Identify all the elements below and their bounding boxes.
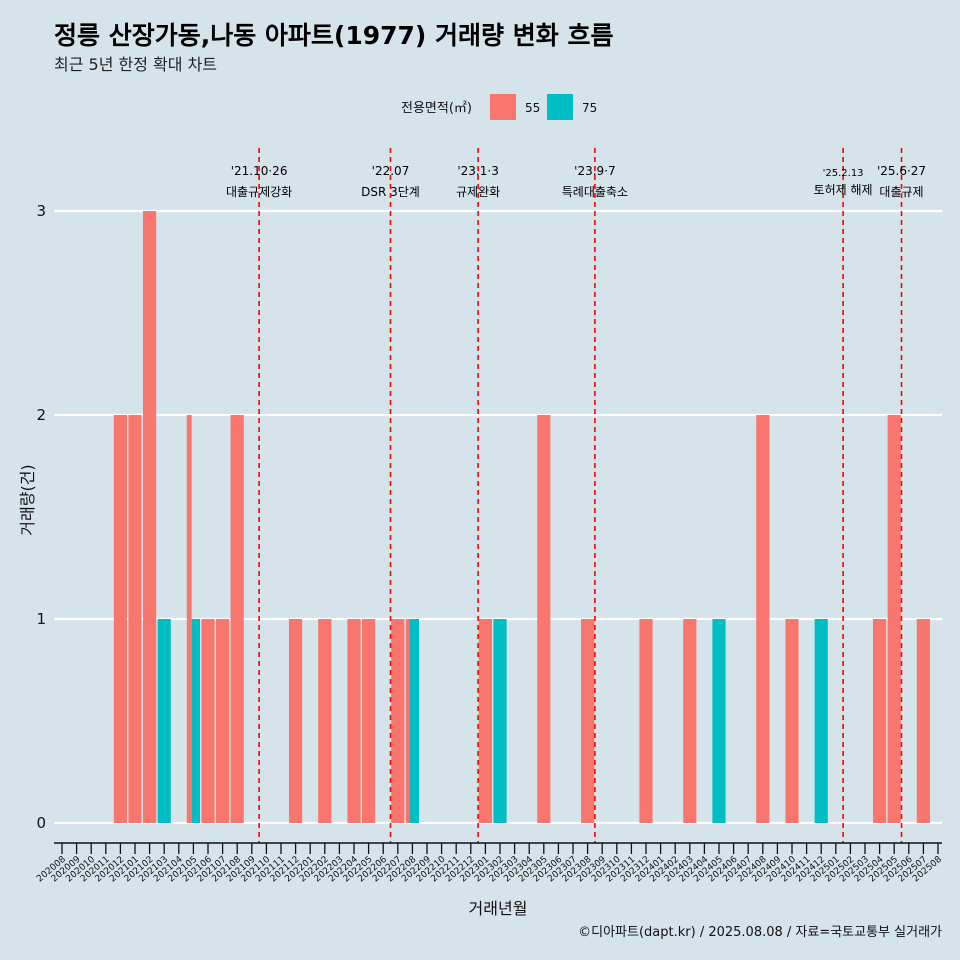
event-date-5: '25.6·27	[877, 164, 926, 178]
bar-55-202403	[683, 619, 697, 823]
legend-swatch-55	[490, 94, 516, 120]
legend-label-55: 55	[525, 101, 540, 115]
legend-label-75: 75	[582, 101, 597, 115]
event-label-0: 대출규제강화	[226, 185, 292, 199]
event-date-0: '21.10·26	[231, 164, 288, 178]
event-date-3: '23.9·7	[574, 164, 615, 178]
event-label-3: 특례대출축소	[562, 185, 628, 199]
bar-55-202312	[639, 619, 653, 823]
y-tick-label: 0	[36, 814, 46, 832]
bar-75-202412	[814, 619, 828, 823]
event-date-1: '22.07	[372, 164, 410, 178]
bar-55-202308	[581, 619, 595, 823]
bar-55-202305	[537, 415, 551, 823]
bar-55-202102	[143, 211, 157, 823]
bar-55-202301	[478, 619, 492, 823]
y-tick-label: 1	[36, 610, 46, 628]
bar-55-202202	[318, 619, 332, 823]
bar-75-202302	[493, 619, 507, 823]
bar-55-202012	[113, 415, 127, 823]
bar-55-202207	[391, 619, 405, 823]
bar-55-202505	[887, 415, 901, 823]
bar-55-202101	[128, 415, 142, 823]
bar-55-202504	[873, 619, 887, 823]
x-axis: 2020082020092020102020112020122021012021…	[35, 842, 944, 884]
bar-75-202405	[712, 619, 726, 823]
bar-55-202105	[186, 415, 192, 823]
bar-75-202105	[191, 619, 200, 823]
y-tick-label: 3	[36, 202, 46, 220]
bar-55-202112	[289, 619, 303, 823]
bar-55-202410	[785, 619, 799, 823]
legend-swatch-75	[547, 94, 573, 120]
caption: ©디아파트(dapt.kr) / 2025.08.08 / 자료=국토교통부 실…	[578, 925, 942, 940]
legend: 전용면적(㎡) 55 75	[401, 94, 597, 120]
bar-55-202107	[216, 619, 230, 823]
x-axis-title: 거래년월	[469, 899, 528, 918]
bar-55-202108	[230, 415, 244, 823]
event-lines: '21.10·26 대출규제강화 '22.07 DSR 3단계 '23.1·3 규제완화 '…	[226, 148, 926, 843]
bar-75-202208	[409, 619, 419, 823]
bars	[113, 211, 930, 823]
bar-55-202205	[362, 619, 376, 823]
bar-55-202106	[201, 619, 215, 823]
y-axis-title: 거래량(건)	[18, 464, 37, 535]
event-label-1: DSR 3단계	[361, 185, 420, 199]
y-axis: 0 1 2 3	[36, 202, 46, 832]
chart-title: 정릉 산장가동,나동 아파트(1977) 거래량 변화 흐름	[54, 21, 613, 50]
bar-55-202408	[756, 415, 770, 823]
event-label-2: 규제완화	[456, 185, 500, 199]
event-date-4: '25.2.13	[823, 168, 864, 179]
bar-75-202103	[157, 619, 171, 823]
chart-subtitle: 최근 5년 한정 확대 차트	[54, 55, 217, 74]
bar-55-202204	[347, 619, 361, 823]
event-label-4: 토허제 해제	[814, 183, 873, 197]
event-label-5: 대출규제	[879, 185, 923, 199]
bar-55-202507	[916, 619, 930, 823]
legend-title: 전용면적(㎡)	[401, 101, 472, 116]
event-date-2: '23.1·3	[457, 164, 498, 178]
bar-55-202208	[405, 619, 410, 823]
y-tick-label: 2	[36, 406, 46, 424]
